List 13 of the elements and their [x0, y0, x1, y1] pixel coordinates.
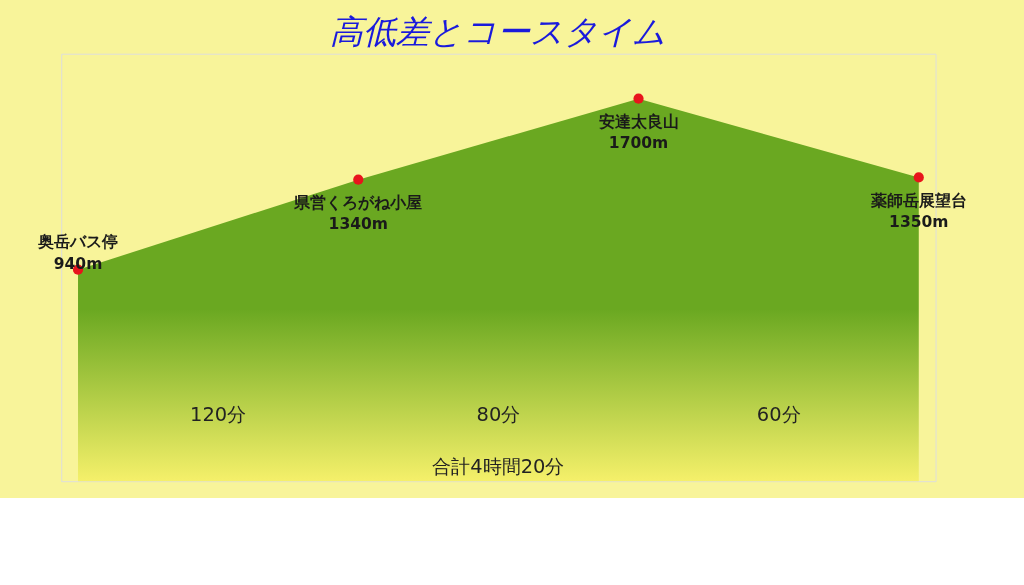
- data-label: 940m: [53, 254, 103, 273]
- x-tick-label: 薬師岳展望台: [869, 191, 967, 210]
- data-label: 1350m: [889, 213, 949, 232]
- annotation: 120分: [190, 402, 247, 426]
- x-tick-label: 奥岳バス停: [37, 233, 119, 252]
- annotation: 60分: [756, 402, 801, 426]
- x-tick-label: 安達太良山: [598, 111, 679, 131]
- chart-title: 高低差とコースタイム: [330, 12, 667, 52]
- annotation: 80分: [476, 402, 521, 426]
- data-label: 1700m: [608, 134, 669, 153]
- data-label: 1340m: [328, 215, 388, 234]
- x-tick-label: 県営くろがね小屋: [293, 193, 423, 212]
- annotation: 合計4時間20分: [432, 455, 565, 479]
